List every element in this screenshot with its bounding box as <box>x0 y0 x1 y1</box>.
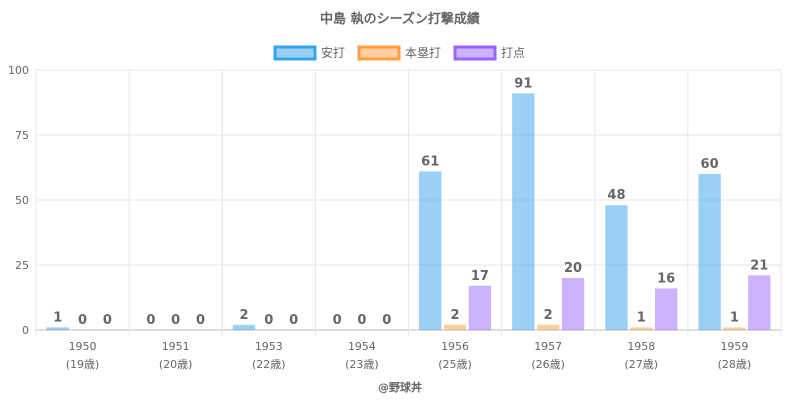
data-label: 21 <box>750 258 768 273</box>
bar-安打 <box>46 327 69 330</box>
data-label: 0 <box>289 313 298 328</box>
data-label: 48 <box>607 188 625 203</box>
legend-swatch-打点 <box>453 45 497 61</box>
chart-title: 中島 執のシーズン打撃成績 <box>320 11 480 27</box>
x-tick-label: 1950 <box>69 340 97 353</box>
x-tick-sublabel: (23歳) <box>345 358 379 371</box>
data-label: 16 <box>657 271 675 286</box>
data-label: 0 <box>171 313 180 328</box>
y-tick-label: 25 <box>15 259 29 272</box>
bar-安打 <box>512 93 535 331</box>
data-label: 1 <box>730 310 739 325</box>
x-tick-label: 1953 <box>255 340 283 353</box>
x-tick-label: 1957 <box>534 340 562 353</box>
x-tick-label: 1958 <box>627 340 655 353</box>
legend-label: 本塁打 <box>405 46 441 60</box>
legend-swatch-本塁打 <box>357 45 401 61</box>
bar-安打 <box>605 205 628 330</box>
chart-footer: @野球丼 <box>378 380 422 394</box>
data-label: 60 <box>701 157 719 172</box>
data-label: 2 <box>451 308 460 323</box>
data-label: 1 <box>637 310 646 325</box>
data-label: 0 <box>264 313 273 328</box>
data-label: 0 <box>382 313 391 328</box>
data-label: 2 <box>239 308 248 323</box>
bar-打点 <box>654 288 678 330</box>
x-tick-label: 1954 <box>348 340 376 353</box>
y-tick-label: 0 <box>22 324 29 337</box>
x-tick-sublabel: (28歳) <box>718 358 752 371</box>
y-tick-label: 75 <box>15 129 29 142</box>
data-label: 0 <box>103 313 112 328</box>
bar-打点 <box>561 278 585 330</box>
x-tick-sublabel: (20歳) <box>159 358 193 371</box>
data-label: 0 <box>78 313 87 328</box>
y-tick-label: 50 <box>15 194 29 207</box>
data-label: 2 <box>544 308 553 323</box>
x-tick-label: 1951 <box>162 340 190 353</box>
x-tick-sublabel: (25歳) <box>438 358 472 371</box>
bar-安打 <box>419 171 442 330</box>
x-tick-sublabel: (27歳) <box>625 358 659 371</box>
data-label: 1 <box>53 310 62 325</box>
bar-安打 <box>232 324 256 330</box>
bar-安打 <box>698 174 721 330</box>
x-tick-sublabel: (19歳) <box>66 358 100 371</box>
data-label: 61 <box>421 154 439 169</box>
data-label: 0 <box>146 313 155 328</box>
bar-本塁打 <box>443 324 467 330</box>
data-label: 17 <box>471 269 489 284</box>
bar-本塁打 <box>630 327 653 330</box>
data-label: 91 <box>514 76 532 91</box>
x-tick-label: 1959 <box>720 340 748 353</box>
data-label: 0 <box>333 313 342 328</box>
bar-打点 <box>468 285 492 330</box>
bar-本塁打 <box>723 327 746 330</box>
data-label: 0 <box>196 313 205 328</box>
x-tick-sublabel: (26歳) <box>531 358 565 371</box>
legend-swatch-安打 <box>273 45 317 61</box>
x-tick-sublabel: (22歳) <box>252 358 286 371</box>
legend-label: 安打 <box>321 45 345 60</box>
x-tick-label: 1956 <box>441 340 469 353</box>
legend-label: 打点 <box>501 46 525 60</box>
bar-本塁打 <box>537 324 560 330</box>
data-label: 0 <box>357 313 366 328</box>
y-tick-label: 100 <box>8 64 29 77</box>
data-label: 20 <box>564 261 582 276</box>
bar-打点 <box>748 275 771 330</box>
